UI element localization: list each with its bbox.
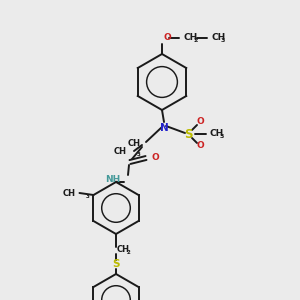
Text: 2: 2: [193, 38, 197, 43]
Text: CH: CH: [114, 148, 127, 157]
Text: 3: 3: [221, 38, 225, 43]
Text: 3: 3: [220, 134, 224, 140]
Text: CH: CH: [210, 130, 224, 139]
Text: S: S: [112, 259, 120, 269]
Text: S: S: [184, 128, 192, 140]
Text: 3: 3: [85, 194, 89, 199]
Text: O: O: [163, 34, 171, 43]
Text: O: O: [196, 142, 204, 151]
Text: CH: CH: [117, 245, 130, 254]
Text: CH: CH: [128, 139, 141, 148]
Text: CH: CH: [183, 34, 197, 43]
Text: 2: 2: [127, 250, 131, 256]
Text: O: O: [152, 154, 160, 163]
Text: NH: NH: [105, 175, 120, 184]
Text: O: O: [196, 118, 204, 127]
Text: 3: 3: [137, 152, 141, 158]
Text: N: N: [160, 123, 168, 133]
Text: CH: CH: [211, 34, 225, 43]
Text: CH: CH: [62, 188, 76, 197]
